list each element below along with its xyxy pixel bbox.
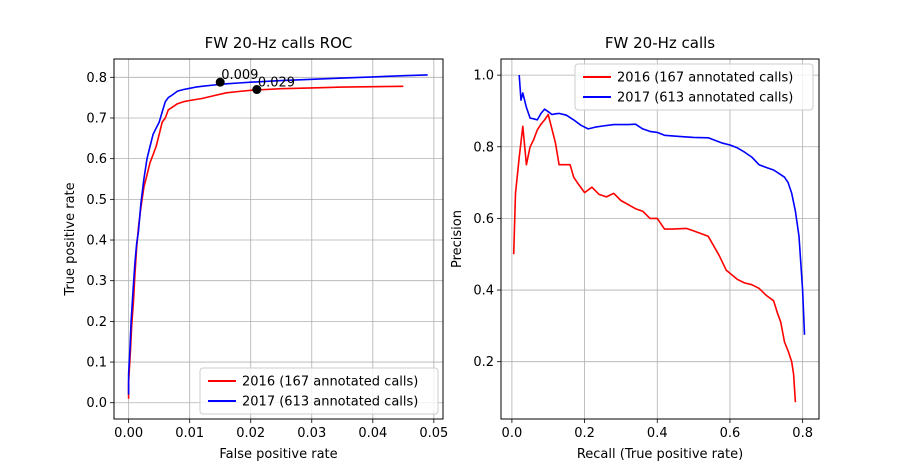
pr-x-tick-label: 0.4 bbox=[647, 426, 668, 441]
pr-legend: 2016 (167 annotated calls) 2017 (613 ann… bbox=[574, 63, 814, 111]
roc-y-tick-label: 0.5 bbox=[86, 193, 107, 208]
pr-grid bbox=[501, 59, 819, 419]
roc-y-axis-label: True positive rate bbox=[63, 182, 78, 296]
roc-threshold-markers: 0.009 0.029 bbox=[215, 68, 295, 95]
roc-y-ticks: 0.0 0.1 0.2 0.3 0.4 0.5 0.6 0.7 0.8 bbox=[86, 71, 114, 411]
pr-series-layer bbox=[512, 75, 806, 403]
pr-chart-title: FW 20-Hz calls bbox=[605, 34, 715, 52]
roc-y-tick-label: 0.2 bbox=[86, 315, 107, 330]
pr-x-tick-label: 0.0 bbox=[502, 426, 523, 441]
roc-threshold-label: 0.029 bbox=[258, 76, 295, 91]
roc-legend-label-2017: 2017 (613 annotated calls) bbox=[242, 395, 418, 410]
roc-legend-label-2016: 2016 (167 annotated calls) bbox=[242, 375, 418, 390]
pr-y-tick-label: 0.4 bbox=[473, 284, 494, 299]
roc-threshold-marker bbox=[252, 85, 262, 95]
pr-legend-label-2016: 2016 (167 annotated calls) bbox=[617, 71, 793, 86]
roc-x-tick-label: 0.02 bbox=[236, 426, 265, 441]
pr-x-tick-label: 0.8 bbox=[792, 426, 813, 441]
roc-grid bbox=[114, 59, 443, 419]
roc-x-tick-label: 0.01 bbox=[175, 426, 204, 441]
roc-x-ticks: 0.00 0.01 0.02 0.03 0.04 0.05 bbox=[114, 419, 448, 441]
pr-series-line-2017 bbox=[518, 75, 806, 335]
pr-x-ticks: 0.0 0.2 0.4 0.6 0.8 bbox=[502, 419, 813, 441]
pr-y-ticks: 0.2 0.4 0.6 0.8 1.0 bbox=[473, 69, 501, 370]
pr-y-tick-label: 0.8 bbox=[473, 140, 494, 155]
pr-y-tick-label: 1.0 bbox=[473, 69, 494, 84]
roc-threshold-marker bbox=[215, 77, 225, 87]
pr-axes-frame bbox=[500, 58, 820, 420]
roc-series-line-2017 bbox=[127, 74, 428, 395]
roc-y-tick-label: 0.8 bbox=[86, 71, 107, 86]
pr-y-axis-label: Precision bbox=[450, 210, 465, 268]
roc-y-tick-label: 0.1 bbox=[86, 356, 107, 371]
pr-legend-box bbox=[574, 63, 814, 111]
roc-y-tick-label: 0.0 bbox=[86, 396, 107, 411]
roc-x-axis-label: False positive rate bbox=[219, 447, 337, 462]
pr-panel: 0.0 0.2 0.4 0.6 0.8 0.2 0.4 0.6 0.8 1.0 FW 20-Hz… bbox=[450, 34, 820, 462]
pr-x-axis-label: Recall (True positive rate) bbox=[577, 447, 743, 462]
pr-y-tick-label: 0.2 bbox=[473, 355, 494, 370]
roc-series-layer bbox=[127, 74, 428, 399]
roc-legend: 2016 (167 annotated calls) 2017 (613 ann… bbox=[199, 367, 439, 415]
roc-panel: 0.009 0.029 0.00 0.01 0.02 0.03 0.04 0.05 0.00… bbox=[63, 34, 448, 462]
pr-y-tick-label: 0.6 bbox=[473, 212, 494, 227]
pr-series-line-2016 bbox=[512, 113, 797, 403]
roc-x-tick-label: 0.04 bbox=[358, 426, 387, 441]
roc-chart-title: FW 20-Hz calls ROC bbox=[205, 34, 353, 52]
roc-x-tick-label: 0.05 bbox=[419, 426, 448, 441]
roc-y-tick-label: 0.4 bbox=[86, 234, 107, 249]
pr-x-tick-label: 0.2 bbox=[574, 426, 595, 441]
roc-threshold-label: 0.009 bbox=[221, 68, 258, 83]
roc-x-tick-label: 0.00 bbox=[114, 426, 143, 441]
pr-x-tick-label: 0.6 bbox=[720, 426, 741, 441]
roc-axes-frame bbox=[113, 58, 444, 420]
roc-y-tick-label: 0.6 bbox=[86, 152, 107, 167]
roc-legend-box bbox=[199, 367, 439, 415]
pr-legend-label-2017: 2017 (613 annotated calls) bbox=[617, 91, 793, 106]
roc-x-tick-label: 0.03 bbox=[297, 426, 326, 441]
roc-y-tick-label: 0.3 bbox=[86, 274, 107, 289]
roc-y-tick-label: 0.7 bbox=[86, 111, 107, 126]
